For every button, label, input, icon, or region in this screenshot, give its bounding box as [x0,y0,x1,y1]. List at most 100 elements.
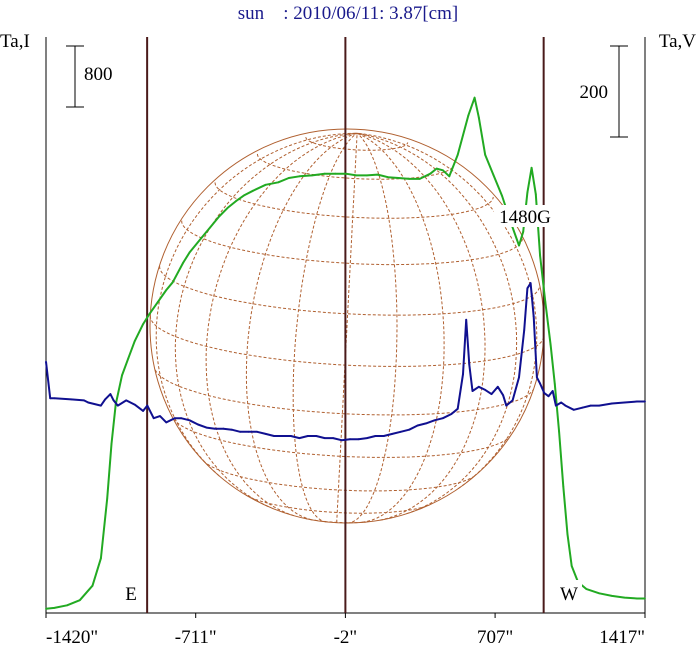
west-label-bg [556,580,582,604]
intensity-point [235,200,237,203]
polarization-point [623,401,626,404]
polarization-point [382,435,385,437]
intensity-point [387,176,389,179]
intensity-point [334,172,337,175]
intensity-point [544,301,547,303]
polarization-point [222,427,225,430]
intensity-point [644,597,646,600]
intensity-point [165,289,168,291]
intensity-point [45,607,47,610]
polarization-point [49,397,52,400]
intensity-point [344,172,347,175]
intensity-point [501,195,503,197]
polarization-point [264,433,267,435]
polarization-point [87,401,90,404]
polarization-point [298,437,301,439]
polarization-point [142,410,145,412]
intensity-point [78,599,81,602]
polarization-point [560,401,563,404]
intensity-point [376,173,379,176]
polarization-point [133,403,136,406]
intensity-point [397,177,400,179]
intensity-point [418,178,421,180]
polarization-point [230,428,233,431]
title-date-wavelength: : 2010/06/11: 3.87[cm] [264,3,458,24]
intensity-point [429,172,432,175]
intensity-point [311,174,313,177]
polarization-point [598,404,601,407]
polarization-point [539,382,541,385]
intensity-point [243,194,246,197]
disk-longitude-line [356,132,445,523]
plot-area: -1420" -711" -2" 707" 1417" Ta,I Ta,V 800 200 148… [0,31,696,648]
polarization-point [391,433,394,435]
intensity-point [298,175,301,178]
polarization-point [589,404,592,407]
intensity-point [562,485,565,488]
west-limb-label: W [560,584,578,605]
polarization-point [518,376,520,379]
disk-latitude-line [203,460,476,492]
intensity-point [492,174,495,177]
polarization-point [450,413,453,415]
polarization-point [572,408,575,411]
intensity-point [91,584,94,587]
intensity-point [218,215,221,218]
polarization-point [471,390,474,392]
polarization-point [547,395,550,398]
intensity-point [598,592,601,595]
east-label-bg [121,580,141,604]
intensity-point [252,189,254,192]
disk-longitude-line [174,132,358,507]
annotation-label: 1480G [499,207,551,228]
polarization-point [523,329,526,332]
polarization-point [442,417,444,420]
polarization-point [332,437,334,439]
intensity-point [473,96,476,99]
intensity-point [106,497,109,500]
intensity-point [526,191,529,194]
polarization-point [214,427,216,430]
intensity-point [456,154,459,156]
polarization-point [290,435,292,437]
polarization-point [306,435,309,437]
intensity-point [142,323,145,325]
polarization-point [496,385,499,388]
disk-latitude-line [256,153,455,180]
intensity-point [636,597,639,600]
polarization-point [70,398,73,401]
polarization-point [529,282,532,284]
x-tick-label: 707" [477,627,513,648]
intensity-point [484,154,487,156]
intensity-point [209,225,212,228]
intensity-point [355,174,358,177]
polarization-point [484,389,487,391]
disk-longitude-line [155,132,358,477]
polarization-point [159,415,161,417]
polarization-point [555,404,557,407]
intensity-point [408,178,411,180]
polarization-point [505,404,508,407]
chart-title: sun : 2010/06/11: 3.87[cm] [238,3,458,24]
polarization-point [526,287,529,290]
polarization-point [374,435,377,437]
polarization-point [112,399,115,402]
intensity-point [157,301,159,303]
intensity-point [201,236,204,238]
polarization-point [468,363,471,366]
polarization-point [425,422,427,425]
intensity-point [558,430,560,433]
polarization-point [511,399,514,402]
intensity-point [570,565,573,567]
polarization-point [465,318,468,321]
left-axis-label: Ta,I [0,31,30,52]
intensity-point [127,357,130,360]
polarization-point [146,404,149,407]
intensity-point [448,175,451,178]
polarization-point [109,393,112,395]
right-axis-label: Ta,V [659,31,696,52]
annotation-bg [493,205,556,227]
disk-longitude-line [347,132,398,524]
intensity-point [133,340,136,343]
